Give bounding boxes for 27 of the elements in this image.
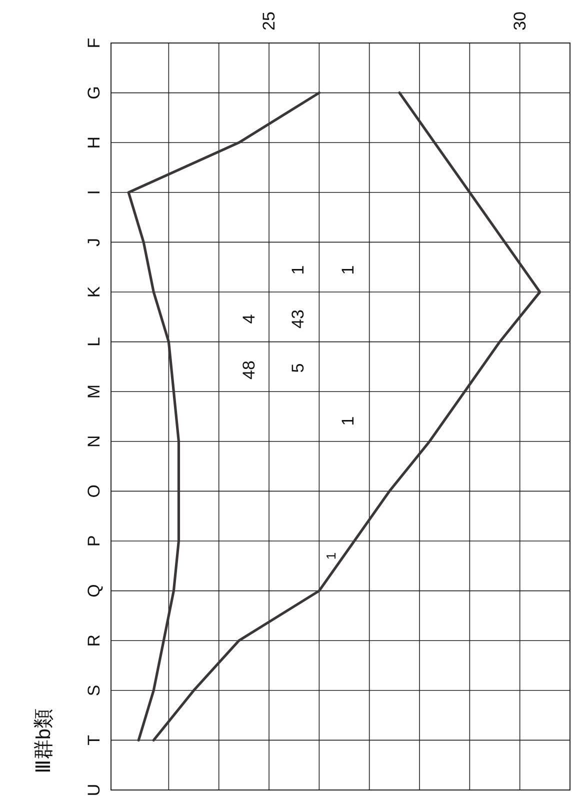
annotation: 1 <box>324 552 338 560</box>
y-tick-label: H <box>84 136 104 149</box>
x-tick-label: 25 <box>260 12 279 30</box>
annotation: 5 <box>288 363 308 373</box>
y-tick-label: R <box>84 634 104 647</box>
y-tick-label: Q <box>84 584 104 598</box>
y-tick-label: G <box>84 86 104 100</box>
annotation: 4 <box>240 314 258 324</box>
y-tick-label: T <box>84 735 104 746</box>
y-tick-label: S <box>84 684 104 696</box>
y-tick-label: N <box>84 435 104 448</box>
y-tick-label: F <box>84 38 104 48</box>
annotation: 1 <box>338 416 358 426</box>
y-tick-label: O <box>84 484 104 498</box>
y-tick-label: I <box>84 190 104 195</box>
annotation: 1 <box>288 265 308 275</box>
text: Ⅲ群b類 <box>33 708 55 774</box>
annotation: 48 <box>240 360 258 380</box>
y-tick-label: L <box>84 337 104 347</box>
x-tick-label: 30 <box>510 12 530 30</box>
y-tick-label: J <box>84 238 104 246</box>
y-tick-label: M <box>84 384 104 399</box>
y-tick-label: P <box>84 535 104 547</box>
annotation: 1 <box>338 265 358 275</box>
annotation: 43 <box>288 310 308 328</box>
y-tick-label: K <box>84 286 104 298</box>
y-tick-label: U <box>84 784 104 796</box>
